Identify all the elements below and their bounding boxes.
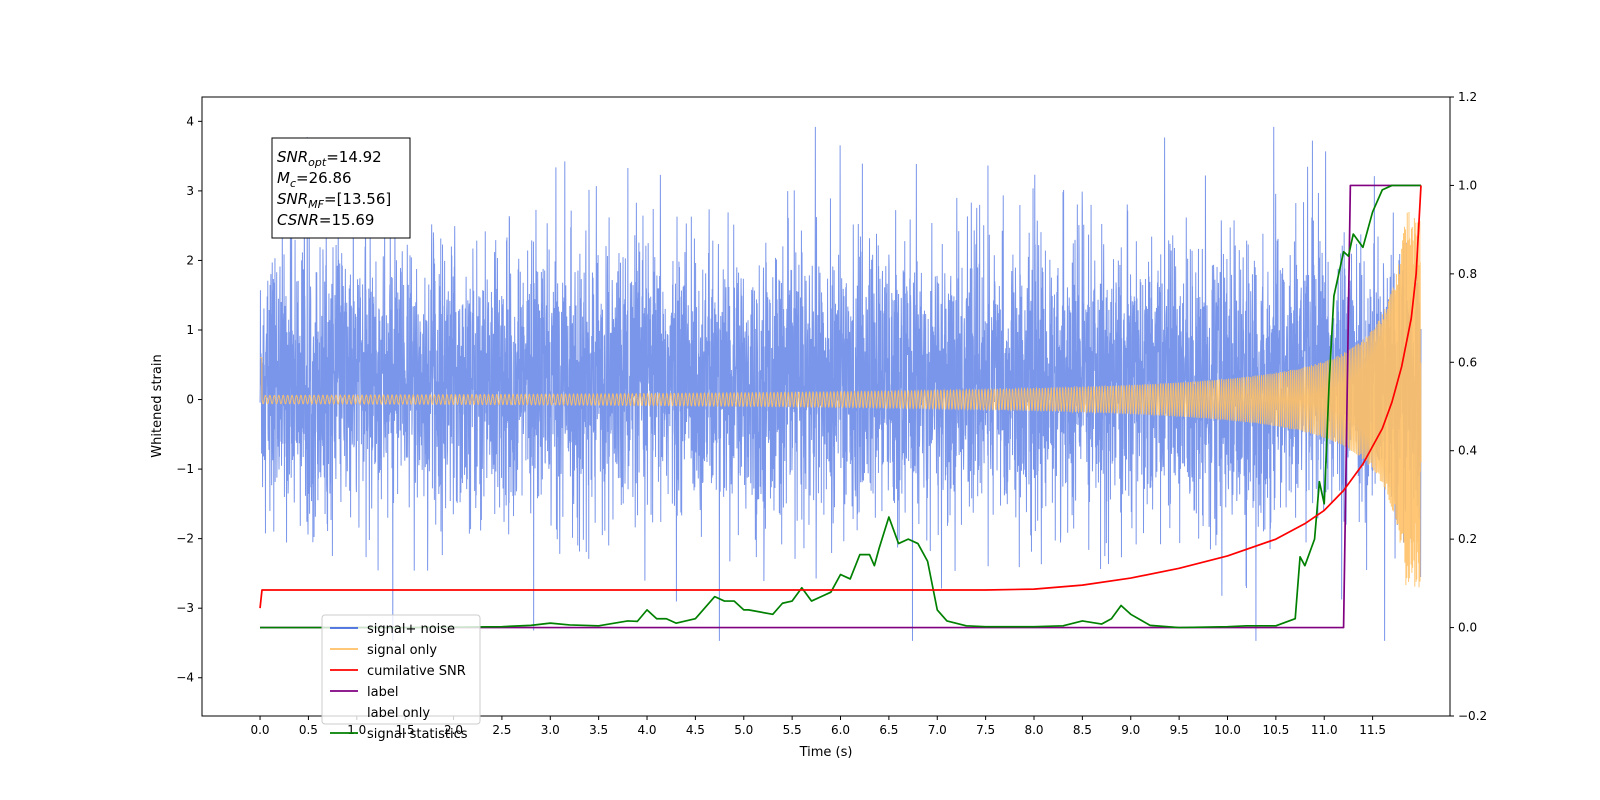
x-tick-label: 7.0 bbox=[928, 723, 947, 737]
annotation-value: =14.92 bbox=[326, 148, 382, 166]
y-tick-label: −3 bbox=[176, 601, 194, 615]
x-tick-label: 2.0 bbox=[444, 723, 463, 737]
x-tick-label: 9.5 bbox=[1170, 723, 1189, 737]
annotation-value: =26.86 bbox=[296, 169, 352, 187]
annotation-subscript: MF bbox=[308, 198, 324, 211]
x-tick-label: 1.0 bbox=[347, 723, 366, 737]
series-signal-only-line bbox=[260, 212, 1422, 588]
annotation-line: SNRopt=14.92 bbox=[277, 148, 382, 169]
y-tick-label: 2 bbox=[186, 253, 194, 267]
x-tick-label: 8.0 bbox=[1024, 723, 1043, 737]
x-tick-label: 2.5 bbox=[492, 723, 511, 737]
annotation-value: =15.69 bbox=[319, 211, 375, 229]
annotation-line: SNRMF=[13.56] bbox=[277, 190, 391, 211]
legend-frame bbox=[321, 614, 481, 725]
x-tick-label: 0.0 bbox=[250, 723, 269, 737]
y-tick-label: −4 bbox=[176, 671, 194, 685]
y-tick-label: 0 bbox=[186, 393, 194, 407]
y-tick-label: 4 bbox=[186, 114, 194, 128]
series-signal-noise-line bbox=[259, 126, 1422, 641]
x-tick-label: 4.0 bbox=[637, 723, 656, 737]
x-tick-label: 1.5 bbox=[396, 723, 415, 737]
y2-tick-label: 0.4 bbox=[1458, 444, 1477, 458]
x-tick-label: 9.0 bbox=[1121, 723, 1140, 737]
x-tick-label: 6.0 bbox=[831, 723, 850, 737]
axes-layer: 0.0 0.5 1.0 1.5 2.0 2.5 3.0 3.5 4.0 4.5 5.0 5.5 6.0 6… bbox=[176, 90, 1487, 737]
series-signal-statistics-line bbox=[260, 184, 1421, 629]
x-tick-label: 5.5 bbox=[783, 723, 802, 737]
legend-label: label only bbox=[367, 706, 430, 721]
legend-label: signal only bbox=[367, 643, 437, 658]
series-layer bbox=[259, 126, 1422, 641]
annotation-symbol: SNR bbox=[277, 190, 308, 208]
y2-tick-label: 0.8 bbox=[1458, 267, 1477, 281]
y-tick-label: −1 bbox=[176, 462, 194, 476]
legend-label: cumilative SNR bbox=[367, 664, 466, 679]
x-tick-label: 7.5 bbox=[976, 723, 995, 737]
legend: signal+ noise signal only cumilative SNR la… bbox=[321, 614, 481, 742]
y2-tick-label: 1.0 bbox=[1458, 178, 1477, 192]
annotation-subscript: c bbox=[290, 177, 296, 190]
x-tick-label: 0.5 bbox=[299, 723, 318, 737]
y2-tick-label: 0.6 bbox=[1458, 355, 1477, 369]
y2-tick-label: 0.2 bbox=[1458, 532, 1477, 546]
x-axis-label: Time (s) bbox=[799, 745, 853, 760]
x-tick-label: 10.5 bbox=[1263, 723, 1290, 737]
y2-tick-label: 1.2 bbox=[1458, 90, 1477, 104]
x-tick-label: 11.5 bbox=[1359, 723, 1386, 737]
series-label-line bbox=[260, 184, 1421, 629]
y-axis-label: Whitened strain bbox=[150, 354, 165, 457]
legend-label: label bbox=[367, 685, 398, 700]
annotation-symbol: SNR bbox=[277, 148, 308, 166]
annotation-line: CSNR=15.69 bbox=[277, 211, 374, 229]
x-tick-label: 6.5 bbox=[879, 723, 898, 737]
plot-frame bbox=[201, 96, 1451, 717]
legend-label: signal+ noise bbox=[367, 622, 455, 637]
x-tick-label: 3.5 bbox=[589, 723, 608, 737]
y2-tick-label: −0.2 bbox=[1458, 709, 1487, 723]
x-tick-label: 8.5 bbox=[1073, 723, 1092, 737]
annotation-value: =[13.56] bbox=[324, 190, 391, 208]
annotation-subscript: opt bbox=[308, 156, 327, 169]
y2-tick-label: 0.0 bbox=[1458, 621, 1477, 635]
annotation-symbol: M bbox=[277, 169, 290, 187]
y-tick-label: −2 bbox=[176, 532, 194, 546]
legend-label: signal statistics bbox=[367, 727, 468, 742]
annotation-frame bbox=[271, 137, 411, 239]
series-cumulative-snr-line bbox=[259, 185, 1422, 609]
x-tick-label: 4.5 bbox=[686, 723, 705, 737]
x-tick-label: 3.0 bbox=[541, 723, 560, 737]
annotation-symbol: CSNR bbox=[277, 211, 319, 229]
y-tick-label: 1 bbox=[186, 323, 194, 337]
annotation-box: SNRopt=14.92Mc=26.86SNRMF=[13.56]CSNR=15… bbox=[271, 137, 411, 239]
annotation-line: Mc=26.86 bbox=[277, 169, 352, 190]
y-tick-label: 3 bbox=[186, 184, 194, 198]
x-tick-label: 10.0 bbox=[1214, 723, 1241, 737]
x-tick-label: 11.0 bbox=[1311, 723, 1338, 737]
x-tick-label: 5.0 bbox=[734, 723, 753, 737]
